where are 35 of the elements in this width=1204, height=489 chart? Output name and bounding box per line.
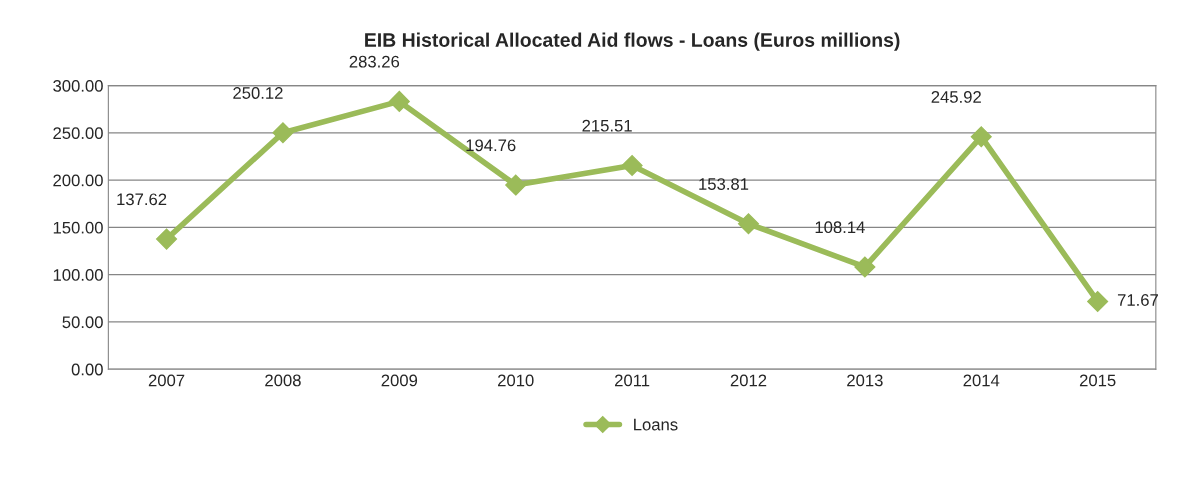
point (156, 228, 178, 250)
data-label: 215.51 (582, 119, 632, 132)
y-tick-label: 100.00 (53, 269, 103, 281)
y-tick-label: 200.00 (53, 174, 103, 187)
y-tick-label: 150.00 (53, 221, 103, 234)
x-tick-label: 2008 (265, 374, 301, 387)
x-tick-label: 2013 (847, 374, 883, 387)
data-label: 245.92 (931, 91, 981, 103)
data-label: 153.81 (699, 178, 749, 190)
x-tick-label: 2015 (1079, 374, 1116, 387)
point (737, 213, 760, 235)
legend-label: Loans (634, 418, 678, 431)
x-tick-label: 2009 (381, 374, 418, 387)
x-tick-label: 2012 (730, 374, 767, 387)
point (505, 174, 527, 196)
data-label: 194.76 (466, 139, 516, 152)
data-label: 250.12 (233, 87, 283, 99)
y-tick-label: 300.00 (53, 79, 103, 92)
y-tick-label: 50.00 (62, 316, 103, 329)
point (388, 90, 410, 112)
data-label: 71.67 (1117, 294, 1158, 306)
x-tick-label: 2007 (148, 374, 185, 387)
point (854, 256, 876, 278)
y-tick-label: 250.00 (53, 127, 103, 140)
chart-title: EIB Historical Allocated Aid flows - Loans (Euros millions) (365, 32, 900, 51)
point (970, 126, 992, 148)
x-tick-label: 2010 (498, 374, 534, 387)
data-label: 137.62 (117, 193, 167, 206)
y-tick-label: 0.00 (71, 363, 103, 376)
x-tick-label: 2011 (615, 374, 650, 387)
point (1087, 290, 1109, 312)
point (272, 122, 294, 144)
data-label: 283.26 (349, 55, 400, 68)
x-tick-label: 2014 (963, 374, 1000, 387)
point (621, 154, 643, 176)
